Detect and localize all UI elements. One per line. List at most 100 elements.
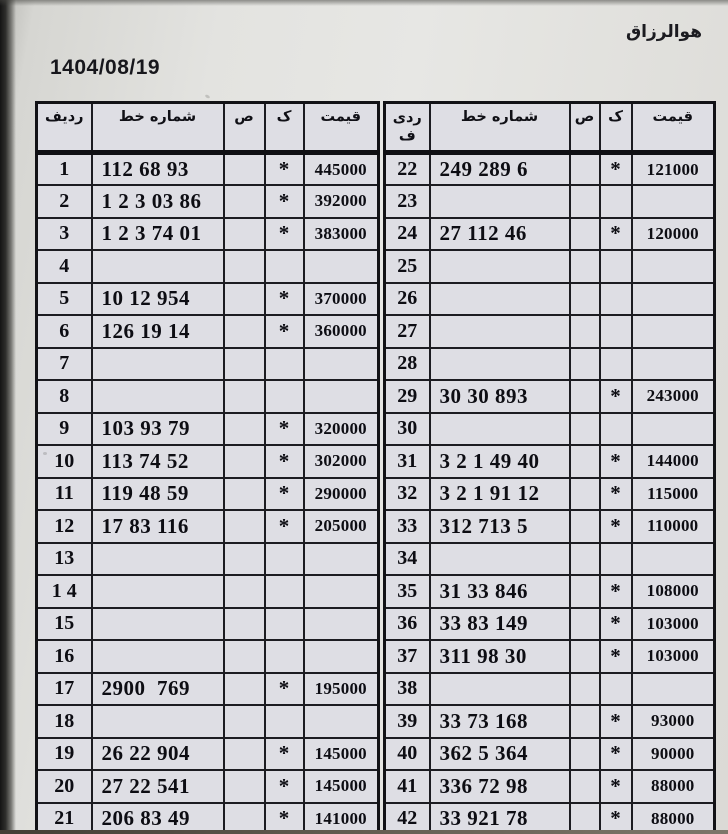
line-number-cell	[428, 411, 571, 446]
k-mark-cell: *	[598, 704, 633, 739]
s-cell	[222, 346, 266, 381]
line-number-cell: 33 83 149	[428, 606, 571, 641]
row-number-cell: 6	[35, 314, 93, 349]
price-cell	[302, 639, 380, 674]
line-number-cell: 119 48 59	[90, 476, 225, 511]
price-cell	[302, 606, 380, 641]
s-cell	[222, 509, 266, 544]
line-number-cell: 33 921 78	[428, 801, 571, 834]
price-cell	[630, 411, 716, 446]
table-row: 25	[383, 249, 716, 284]
col-header-s: ص	[568, 101, 601, 155]
row-number-cell: 38	[383, 671, 431, 706]
price-cell	[630, 281, 716, 316]
k-mark-cell	[598, 281, 633, 316]
row-number-cell: 2	[35, 184, 93, 219]
k-mark-cell	[598, 184, 633, 219]
line-number-cell: 112 68 93	[90, 151, 225, 186]
s-cell	[222, 444, 266, 479]
row-number-cell: 24	[383, 216, 431, 251]
line-number-cell: 1 2 3 74 01	[90, 216, 225, 251]
k-mark-cell	[263, 379, 305, 414]
price-cell: 145000	[302, 736, 380, 771]
price-cell: 290000	[302, 476, 380, 511]
row-number-cell: 29	[383, 379, 431, 414]
price-cell: 120000	[630, 216, 716, 251]
row-number-cell: 36	[383, 606, 431, 641]
row-number-cell: 4	[35, 249, 93, 284]
line-number-cell: 30 30 893	[428, 379, 571, 414]
table-row: 5 10 12 954 * 370000	[35, 281, 380, 316]
line-number-cell: 26 22 904	[90, 736, 225, 771]
s-cell	[568, 444, 601, 479]
col-header-row-number: ردی ف	[383, 101, 431, 155]
s-cell	[222, 736, 266, 771]
scan-bottom-edge-shadow	[0, 830, 728, 834]
table-row: 41 336 72 98 * 88000	[383, 769, 716, 804]
k-mark-cell: *	[598, 151, 633, 186]
price-cell: 383000	[302, 216, 380, 251]
table-row: 36 33 83 149 * 103000	[383, 606, 716, 641]
table-row: 31 3 2 1 49 40 * 144000	[383, 444, 716, 479]
k-mark-cell	[263, 639, 305, 674]
table-row: 12 17 83 116 * 205000	[35, 509, 380, 544]
line-number-cell: 249 289 6	[428, 151, 571, 186]
s-cell	[222, 541, 266, 576]
line-number-cell: 206 83 49	[90, 801, 225, 834]
price-table-left: ردیف شماره خط ص ک قیمت 1 112 68 93 * 445000…	[35, 101, 380, 834]
line-number-cell: 31 33 846	[428, 574, 571, 609]
line-number-cell: 10 12 954	[90, 281, 225, 316]
price-cell	[630, 671, 716, 706]
table-row: 11 119 48 59 * 290000	[35, 476, 380, 511]
k-mark-cell	[598, 541, 633, 576]
col-header-row-number: ردیف	[35, 101, 93, 155]
row-number-cell: 40	[383, 736, 431, 771]
s-cell	[222, 671, 266, 706]
k-mark-cell	[263, 606, 305, 641]
table-row: 10 113 74 52 * 302000	[35, 444, 380, 479]
row-number-cell: 5	[35, 281, 93, 316]
line-number-cell: 33 73 168	[428, 704, 571, 739]
line-number-cell	[90, 639, 225, 674]
price-cell: 370000	[302, 281, 380, 316]
col-header-line-number: شماره خط	[90, 101, 225, 155]
date-text: 1404/08/19	[50, 56, 161, 79]
price-cell: 141000	[302, 801, 380, 834]
k-mark-cell: *	[598, 216, 633, 251]
s-cell	[568, 184, 601, 219]
table-row: 13	[35, 541, 380, 576]
s-cell	[568, 574, 601, 609]
k-mark-cell: *	[263, 216, 305, 251]
col-header-line-number: شماره خط	[428, 101, 571, 155]
price-cell: 360000	[302, 314, 380, 349]
s-cell	[568, 151, 601, 186]
line-number-cell: 113 74 52	[90, 444, 225, 479]
table-row: 23	[383, 184, 716, 219]
line-number-cell	[428, 184, 571, 219]
s-cell	[568, 704, 601, 739]
row-number-cell: 26	[383, 281, 431, 316]
price-cell: 320000	[302, 411, 380, 446]
k-mark-cell: *	[263, 509, 305, 544]
price-cell	[302, 574, 380, 609]
table-row: 17 2900 769 * 195000	[35, 671, 380, 706]
s-cell	[222, 411, 266, 446]
table-row: 42 33 921 78 * 88000	[383, 801, 716, 834]
k-mark-cell: *	[598, 379, 633, 414]
scan-top-edge-shadow	[0, 0, 728, 6]
k-mark-cell: *	[598, 736, 633, 771]
row-number-cell: 25	[383, 249, 431, 284]
row-number-cell: 12	[35, 509, 93, 544]
row-number-cell: 33	[383, 509, 431, 544]
k-mark-cell: *	[598, 639, 633, 674]
line-number-cell	[90, 541, 225, 576]
row-number-cell: 35	[383, 574, 431, 609]
table-row: 19 26 22 904 * 145000	[35, 736, 380, 771]
price-cell	[302, 379, 380, 414]
table-row: 39 33 73 168 * 93000	[383, 704, 716, 739]
row-number-cell: 1 4	[35, 574, 93, 609]
col-header-s: ص	[222, 101, 266, 155]
s-cell	[222, 574, 266, 609]
